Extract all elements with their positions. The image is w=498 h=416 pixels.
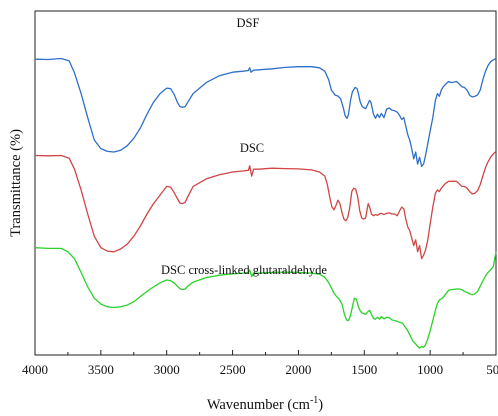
x-tick-label: 2000 <box>285 362 311 377</box>
series-label-dsc: DSC <box>240 141 264 155</box>
series-label-dsf: DSF <box>237 16 260 30</box>
x-tick-label: 500 <box>486 362 498 377</box>
series-line-dsc <box>34 150 497 260</box>
series-label-dsc-glutaraldehyde: DSC cross-linked glutaraldehyde <box>161 263 327 277</box>
series-line-dsc-glutaraldehyde <box>34 247 497 349</box>
x-tick-label: 3500 <box>88 362 114 377</box>
x-tick-label: 4000 <box>22 362 48 377</box>
x-tick-label: 2500 <box>220 362 246 377</box>
x-axis-ticks: 4000 3500 3000 2500 2000 1500 1000 500 <box>22 350 498 377</box>
x-axis-title: Wavenumber (cm-1) <box>207 395 323 413</box>
series-labels: DSF DSC DSC cross-linked glutaraldehyde <box>161 16 327 277</box>
series-layer <box>34 57 497 349</box>
x-tick-label: 1000 <box>417 362 443 377</box>
x-tick-label: 1500 <box>351 362 377 377</box>
x-tick-label: 3000 <box>154 362 180 377</box>
plot-frame <box>34 10 497 356</box>
series-line-dsf <box>34 57 497 168</box>
y-axis-title: Transmittance (%) <box>8 129 24 237</box>
